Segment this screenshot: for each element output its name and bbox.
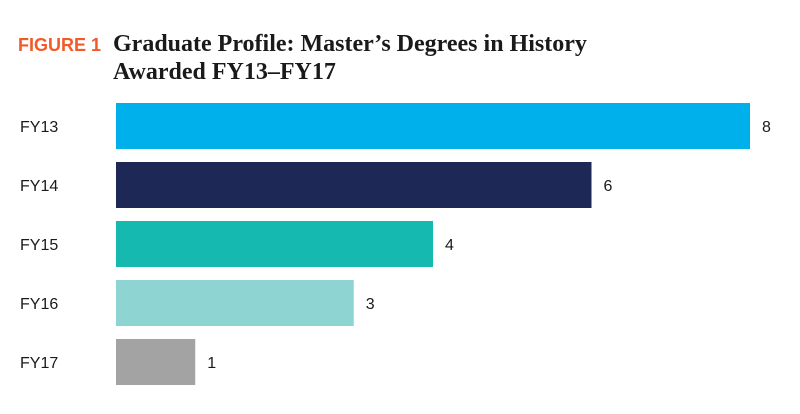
chart-title: Awarded FY13–FY17 — [113, 59, 336, 85]
figure-label: FIGURE 1 — [18, 35, 101, 55]
chart-title: Graduate Profile: Master’s Degrees in Hi… — [113, 31, 587, 57]
value-label: 6 — [604, 178, 613, 195]
category-label: FY13 — [20, 119, 58, 136]
value-label: 8 — [762, 119, 771, 136]
bar — [116, 339, 196, 385]
value-label: 3 — [366, 296, 375, 313]
category-label: FY17 — [20, 355, 58, 372]
category-label: FY14 — [20, 178, 58, 195]
bar — [116, 221, 433, 267]
bar — [116, 280, 354, 326]
value-label: 4 — [445, 237, 454, 254]
value-label: 1 — [207, 355, 216, 372]
category-label: FY15 — [20, 237, 58, 254]
category-label: FY16 — [20, 296, 58, 313]
bar — [116, 162, 592, 208]
bar — [116, 103, 750, 149]
